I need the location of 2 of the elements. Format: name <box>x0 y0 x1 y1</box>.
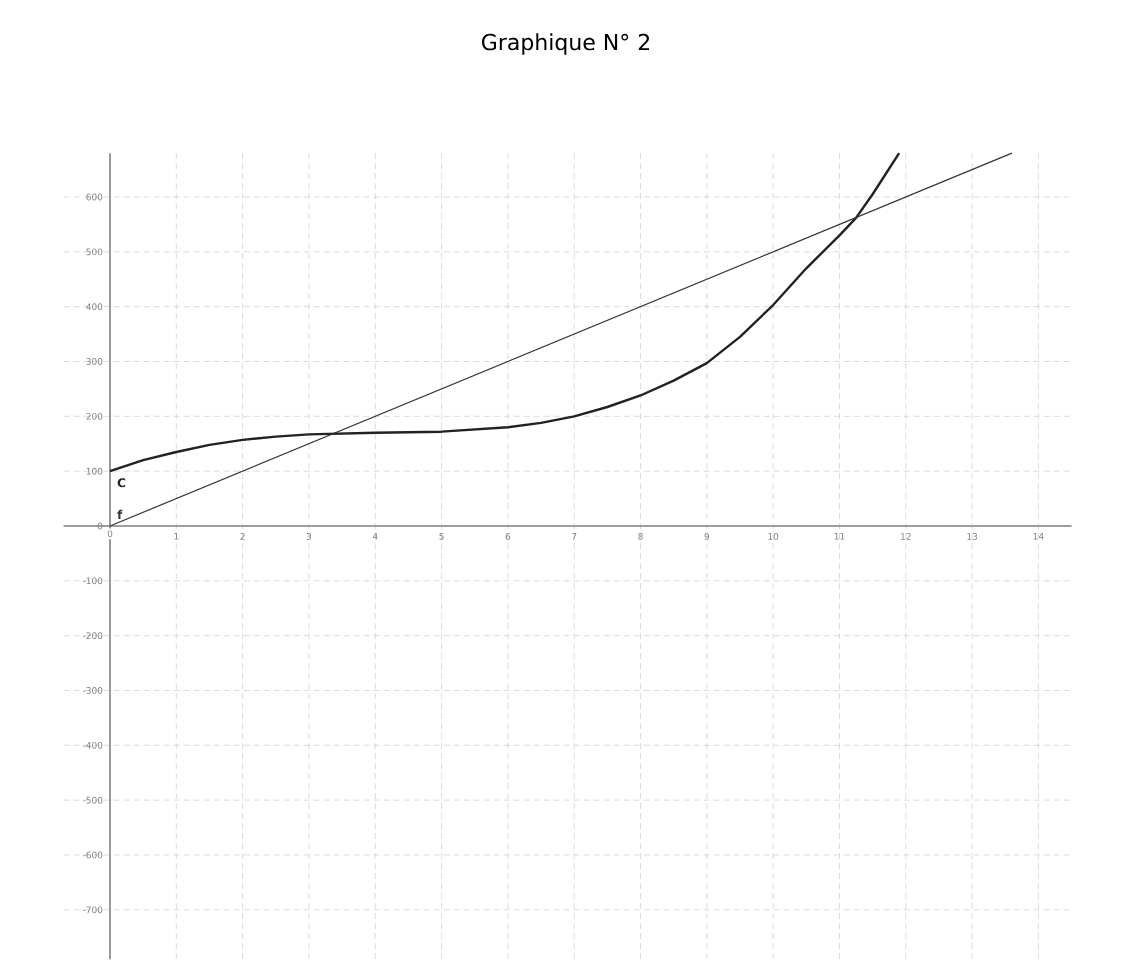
chart-title: Graphique N° 2 <box>481 33 650 55</box>
line-series <box>108 151 901 473</box>
